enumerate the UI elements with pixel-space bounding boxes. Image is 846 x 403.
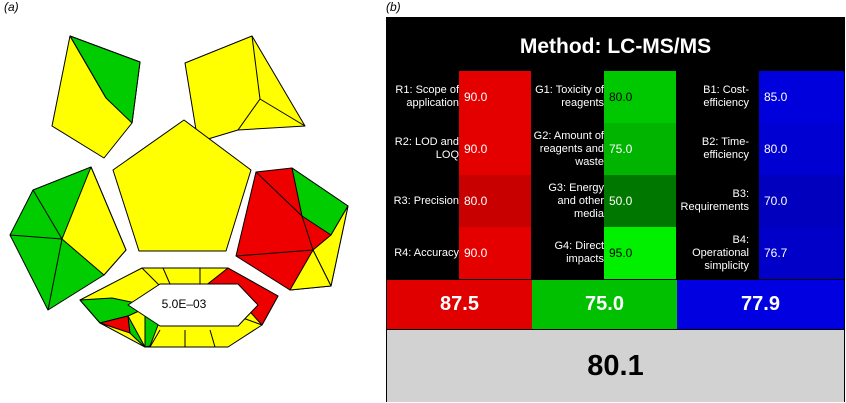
center-pentagon [112, 119, 252, 252]
bottom-ring-segment [79, 267, 279, 348]
top-left-pentagon-segment [51, 35, 141, 159]
g4-value: 95.0 [604, 227, 676, 279]
r4-label: R4: Accuracy [394, 246, 459, 259]
b4-label: B4: Operational simplicity [692, 233, 749, 272]
g2-label: G2: Amount of reagents and waste [533, 129, 604, 168]
left-pentagon-segment [9, 166, 127, 311]
r2-value: 90.0 [459, 123, 531, 175]
rgb-assessment-table: Method: LC-MS/MS R1: Scope of applicatio… [386, 17, 845, 402]
g1-label: G1: Toxicity of reagents [535, 84, 604, 109]
r4-value: 90.0 [459, 227, 531, 279]
top-right-pentagon-segment [184, 35, 306, 143]
g4-label: G4: Direct impacts [554, 240, 604, 265]
b4-value: 76.7 [759, 227, 844, 279]
g3-label: G3: Energy and other media [548, 181, 604, 220]
right-pentagon-segment [235, 167, 349, 291]
method-title: Method: LC-MS/MS [519, 35, 712, 58]
b2-value: 80.0 [759, 123, 844, 175]
r3-label: R3: Precision [393, 194, 459, 207]
red-score: 87.5 [387, 280, 532, 329]
b2-label: B2: Time-efficiency [701, 136, 749, 161]
b1-label: B1: Cost-efficiency [703, 84, 749, 109]
b3-value: 70.0 [759, 175, 844, 227]
panel-b-label: (b) [386, 0, 401, 14]
r2-label: R2: LOD and LOQ [394, 136, 459, 161]
g3-value: 50.0 [604, 175, 676, 227]
g2-value: 75.0 [604, 123, 676, 175]
r3-value: 80.0 [459, 175, 531, 227]
r1-value: 90.0 [459, 71, 531, 123]
center-value: 5.0E–03 [162, 297, 207, 311]
b1-value: 85.0 [759, 71, 844, 123]
g1-value: 80.0 [604, 71, 676, 123]
overall-score: 80.1 [387, 330, 844, 402]
r1-label: R1: Scope of application [395, 84, 459, 109]
panel-a-label: (a) [4, 0, 19, 14]
green-score: 75.0 [532, 280, 677, 329]
pentagon-diagram: 5.0E–03 [9, 35, 349, 348]
b3-label: B3: Requirements [680, 188, 749, 213]
blue-score: 77.9 [677, 280, 844, 329]
